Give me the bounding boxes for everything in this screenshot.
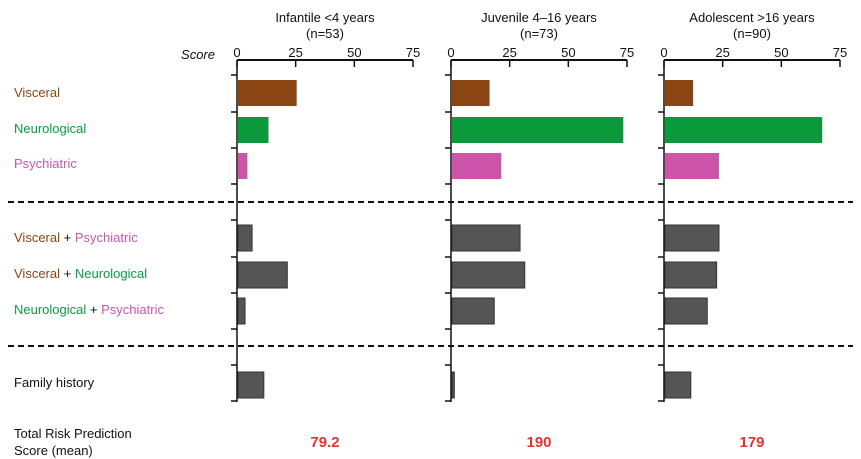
- bar-visceral-neurological: [664, 261, 718, 289]
- x-tick-label: 0: [660, 45, 667, 60]
- x-tick-label: 0: [447, 45, 454, 60]
- bar-visceral-psychiatric: [664, 224, 720, 252]
- panel-title: Infantile <4 years: [275, 10, 375, 25]
- x-tick-label: 0: [233, 45, 240, 60]
- total-score-value: 179: [739, 434, 764, 451]
- total-label-line1: Total Risk Prediction: [14, 426, 132, 441]
- x-tick-label: 25: [715, 45, 729, 60]
- bar-family-history: [451, 371, 455, 399]
- bar-psychiatric: [452, 153, 502, 179]
- bar-neurological: [665, 117, 823, 143]
- bar-psychiatric: [665, 153, 719, 179]
- bar-neurological-psychiatric: [237, 297, 246, 325]
- bar-visceral-psychiatric: [451, 224, 521, 252]
- bar-family-history: [237, 371, 265, 399]
- x-tick-label: 50: [347, 45, 361, 60]
- panel-n: (n=90): [733, 26, 771, 41]
- bar-visceral-neurological: [237, 261, 288, 289]
- panel-n: (n=73): [520, 26, 558, 41]
- total-score-value: 79.2: [310, 434, 339, 451]
- bar-neurological: [238, 117, 269, 143]
- x-tick-label: 50: [774, 45, 788, 60]
- row-label-visceral-psychiatric: Visceral + Psychiatric: [14, 230, 138, 245]
- bar-neurological-psychiatric: [664, 297, 708, 325]
- x-tick-label: 25: [288, 45, 302, 60]
- bar-family-history: [664, 371, 692, 399]
- panel-2: Juvenile 4–16 years(n=73) 0 25 50 75 190: [445, 10, 634, 451]
- row-label-visceral-neurological: Visceral + Neurological: [14, 266, 147, 281]
- bar-psychiatric: [238, 153, 248, 179]
- bar-visceral: [238, 80, 297, 106]
- total-label-line2: Score (mean): [14, 443, 93, 458]
- x-tick-label: 50: [561, 45, 575, 60]
- bar-visceral: [665, 80, 694, 106]
- panel-3: Adolescent >16 years(n=90) 0 25 50 75 179: [658, 10, 847, 451]
- x-tick-label: 75: [620, 45, 634, 60]
- row-label-visceral: Visceral: [14, 85, 60, 100]
- x-tick-label: 25: [502, 45, 516, 60]
- row-label-neurological: Neurological: [14, 121, 86, 136]
- row-label-neurological-psychiatric: Neurological + Psychiatric: [14, 302, 164, 317]
- total-score-value: 190: [526, 434, 551, 451]
- row-label-family-history: Family history: [14, 375, 95, 390]
- bar-visceral: [452, 80, 490, 106]
- bar-visceral-neurological: [451, 261, 526, 289]
- bar-neurological-psychiatric: [451, 297, 495, 325]
- score-axis-label: Score: [181, 47, 215, 62]
- panel-title: Adolescent >16 years: [689, 10, 815, 25]
- row-label-psychiatric: Psychiatric: [14, 156, 77, 171]
- x-tick-label: 75: [833, 45, 847, 60]
- panel-1: Infantile <4 years(n=53) 0 25 50 75 79.2: [231, 10, 420, 451]
- panel-title: Juvenile 4–16 years: [481, 10, 597, 25]
- x-tick-label: 75: [406, 45, 420, 60]
- bar-neurological: [452, 117, 624, 143]
- panel-n: (n=53): [306, 26, 344, 41]
- bar-visceral-psychiatric: [237, 224, 253, 252]
- panels-group: Infantile <4 years(n=53) 0 25 50 75 79.2 Juven…: [231, 10, 847, 451]
